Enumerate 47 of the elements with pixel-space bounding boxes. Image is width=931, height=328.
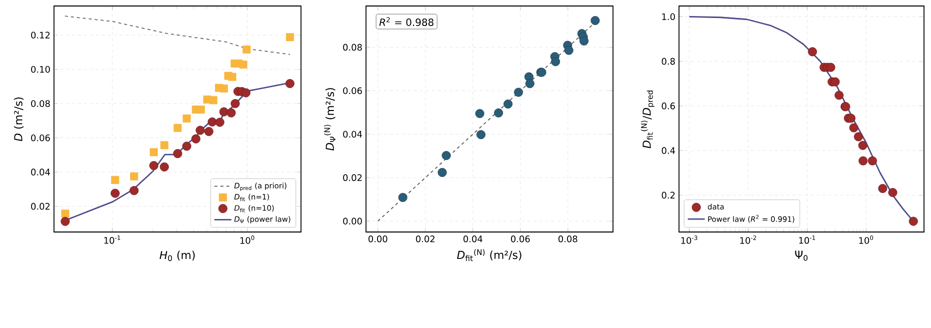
y-axis-title: D$_{fit}$$^{(N)}$/D$_{pred}$ (640, 90, 654, 148)
x-axis-title: H$_{0}$ (m) (160, 250, 195, 262)
y-tick-label: 0.02 (31, 202, 50, 210)
annotation: R$^{2}$ = 0.988 (379, 17, 434, 26)
x-tick-label: 10$^{-3}$ (681, 236, 698, 244)
point (438, 168, 447, 177)
point (514, 88, 523, 97)
x-axis-title: D$_{fit}$$^{(N)}$ (m²/s) (457, 249, 522, 261)
y-tick-label: 0.04 (343, 130, 362, 138)
point (551, 57, 560, 66)
point (476, 130, 486, 140)
x-tick-label: 10$^{0}$ (859, 236, 874, 244)
y-tick-label: 0.10 (31, 66, 50, 73)
y-tick-label: 0.08 (31, 100, 50, 107)
y-tick-label: 0.8 (662, 58, 675, 65)
x-tick-label: 10$^{-1}$ (104, 236, 120, 244)
point (442, 151, 451, 160)
point (475, 109, 484, 118)
y-tick-label: 0.02 (343, 174, 362, 182)
point (504, 100, 513, 108)
x-tick-label: 0.08 (558, 236, 578, 242)
point (564, 46, 574, 55)
point (494, 108, 504, 118)
y-tick-label: 0.4 (662, 147, 675, 154)
y-tick-label: 0.04 (31, 168, 50, 176)
x-tick-label: 10$^{-2}$ (740, 236, 756, 244)
point (398, 192, 408, 202)
y-tick-label: 0.08 (343, 44, 362, 51)
y-axis-title: D (m²/s) (14, 97, 24, 142)
y-tick-label: 0.06 (343, 87, 362, 94)
y-tick-label: 1.0 (662, 13, 675, 20)
x-tick-label: 0.02 (416, 236, 434, 242)
x-axis-title: Ψ$_{0}$ (795, 250, 808, 261)
x-tick-label: 10$^{-1}$ (799, 236, 816, 244)
x-tick-label: 0.00 (368, 236, 388, 242)
x-tick-label: 0.04 (463, 236, 482, 242)
y-tick-label: 0.2 (662, 192, 675, 199)
x-tick-label: 10$^{0}$ (240, 236, 254, 244)
point (590, 16, 600, 26)
y-tick-label: 0.00 (343, 218, 362, 225)
y-tick-label: 0.12 (31, 32, 50, 38)
y-axis-title: D$_{Ψ}$$^{(N)}$ (m²/s) (324, 88, 336, 151)
y-tick-label: 0.6 (662, 102, 675, 110)
point (525, 79, 534, 88)
y-tick-label: 0.06 (31, 134, 50, 142)
point (580, 36, 589, 46)
x-tick-label: 0.06 (510, 236, 530, 242)
